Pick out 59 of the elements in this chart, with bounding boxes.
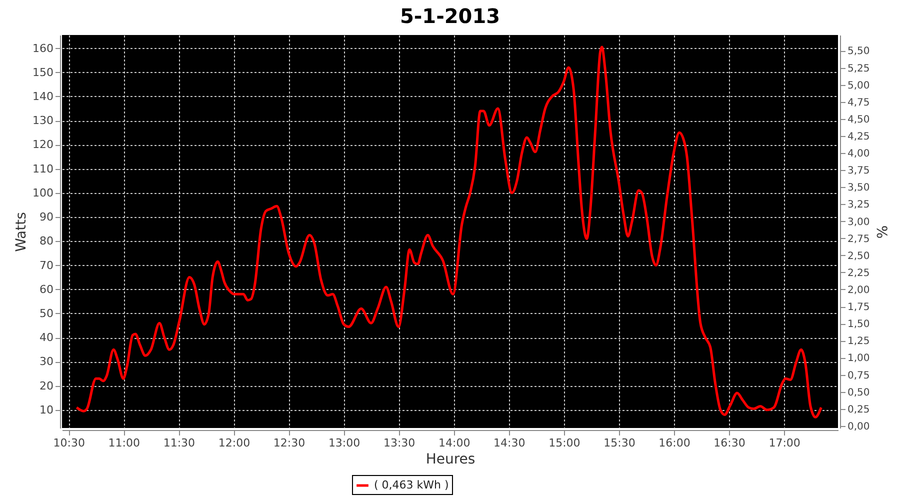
y2-tick-label: 1,00	[848, 353, 870, 364]
y2-tick-label: 2,50	[848, 250, 870, 262]
x-tick-label: 13:30	[383, 436, 416, 450]
x-tick-label: 10:30	[53, 436, 85, 450]
y-tick-label: 60	[40, 282, 54, 296]
y-tick-label: 150	[32, 66, 54, 79]
x-tick-label: 17:00	[768, 436, 800, 450]
y-tick-label: 140	[32, 90, 54, 103]
y-tick-label: 160	[32, 42, 54, 55]
y2-tick-label: 4,25	[848, 131, 870, 142]
y-tick-label: 40	[40, 331, 54, 344]
y-tick-label: 80	[40, 234, 54, 248]
chart-title: 5-1-2013	[400, 4, 500, 28]
y-tick-label: 130	[32, 114, 54, 128]
x-tick-label: 16:00	[658, 436, 690, 450]
x-tick-label: 16:30	[714, 436, 746, 450]
x-tick-label: 15:30	[604, 436, 636, 450]
y-tick-label: 50	[40, 306, 54, 320]
y2-tick-label: 3,25	[848, 200, 870, 211]
x-tick-label: 11:30	[163, 436, 196, 450]
y2-tick-label: 5,00	[848, 80, 870, 92]
x-tick-label: 13:00	[328, 436, 360, 450]
y2-tick-label: 1,50	[848, 319, 870, 330]
y-tick-label: 120	[32, 138, 54, 152]
y2-tick-label: 0,00	[848, 421, 870, 432]
y2-tick-label: 3,75	[848, 166, 870, 177]
x-tick-label: 12:30	[273, 436, 306, 450]
y-tick-label: 20	[40, 379, 54, 392]
y2-axis-title: %	[872, 225, 889, 239]
y2-tick-label: 2,75	[848, 234, 870, 245]
y-tick-label: 110	[32, 162, 54, 176]
y2-tick-label: 4,00	[848, 148, 870, 160]
y2-tick-label: 2,00	[848, 284, 870, 296]
x-tick-label: 14:30	[494, 436, 526, 450]
y2-tick-label: 0,75	[848, 370, 870, 382]
y2-tick-label: 5,25	[848, 63, 870, 74]
y2-tick-label: 3,50	[848, 182, 870, 194]
y-tick-label: 10	[40, 403, 54, 416]
x-axis-title: Heures	[426, 452, 476, 468]
legend-label: ( 0,463 kWh )	[374, 478, 449, 492]
y2-tick-label: 4,50	[848, 114, 870, 126]
y2-tick-label: 2,25	[848, 268, 870, 279]
y2-tick-label: 0,50	[848, 387, 870, 398]
line-series	[75, 46, 822, 418]
y2-tick-label: 1,25	[848, 336, 870, 348]
y2-tick-label: 3,00	[848, 216, 870, 228]
y2-tick-label: 4,75	[848, 97, 870, 108]
x-tick-label: 11:00	[108, 436, 140, 450]
x-tick-label: 14:00	[438, 436, 470, 450]
y2-tick-label: 1,75	[848, 302, 870, 314]
y2-tick-label: 0,25	[848, 404, 870, 416]
y2-tick-label: 5,50	[848, 46, 870, 58]
y-tick-label: 100	[32, 186, 54, 200]
x-tick-label: 12:00	[218, 436, 250, 450]
y-tick-label: 30	[40, 355, 54, 368]
x-tick-label: 15:00	[548, 436, 580, 450]
y-axis-title: Watts	[14, 212, 30, 252]
y-tick-label: 70	[40, 258, 54, 272]
y-tick-label: 90	[40, 210, 54, 224]
